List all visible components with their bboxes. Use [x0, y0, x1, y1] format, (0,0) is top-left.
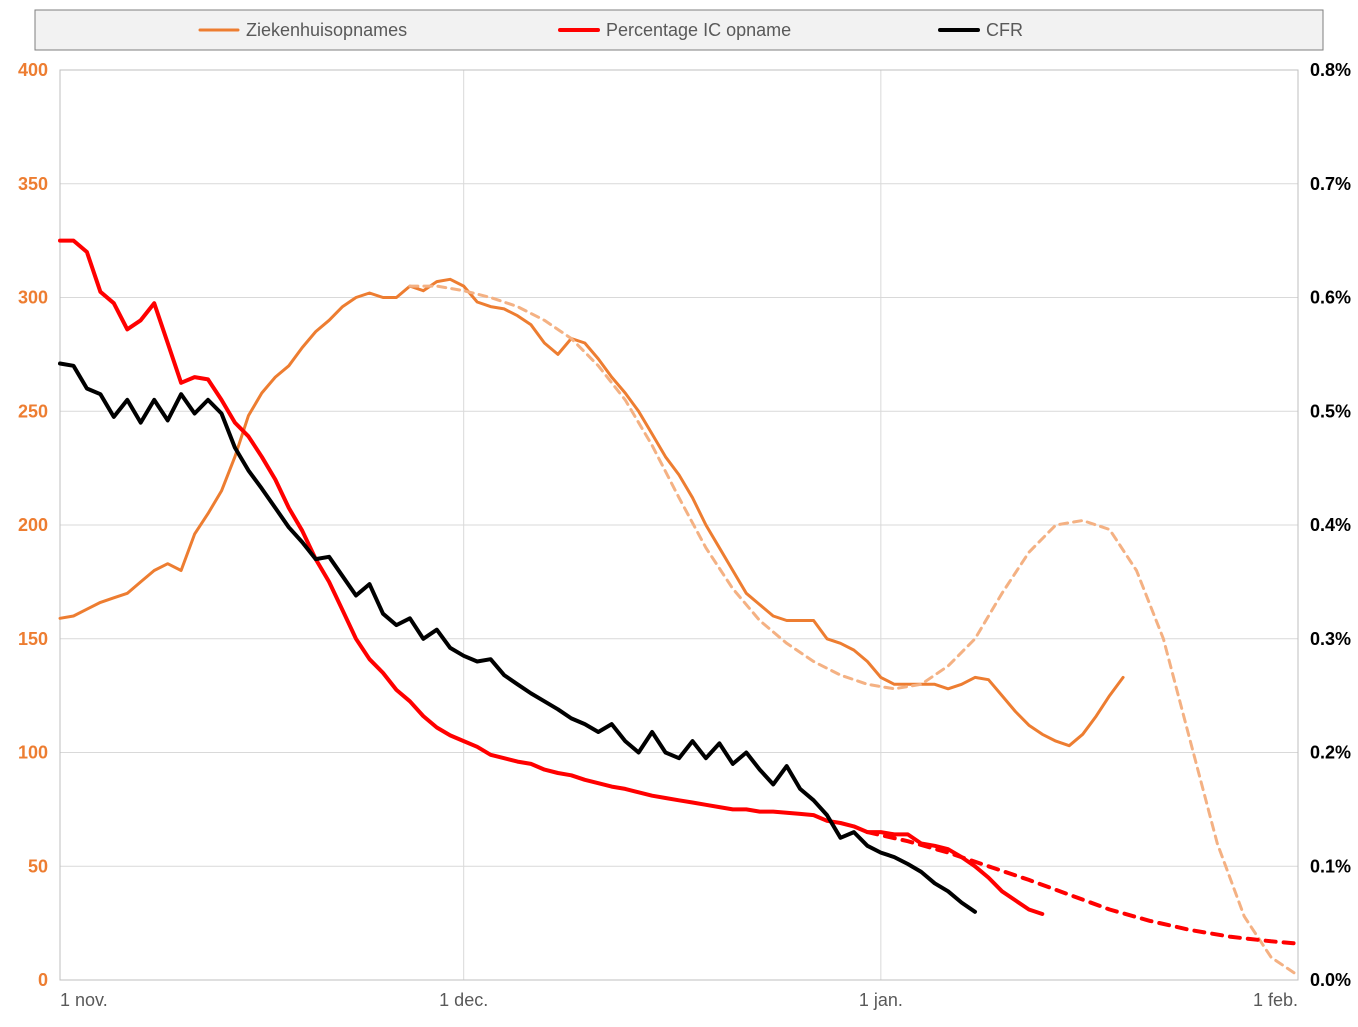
legend-label: Ziekenhuisopnames: [246, 20, 407, 40]
x-tick-label: 1 feb.: [1253, 990, 1298, 1010]
y-left-tick-label: 250: [18, 401, 48, 421]
y-right-tick-label: 0.4%: [1310, 515, 1351, 535]
y-right-tick-label: 0.7%: [1310, 174, 1351, 194]
y-right-tick-label: 0.0%: [1310, 970, 1351, 990]
y-right-tick-label: 0.1%: [1310, 856, 1351, 876]
y-left-tick-label: 350: [18, 174, 48, 194]
y-right-tick-label: 0.8%: [1310, 60, 1351, 80]
y-left-tick-label: 150: [18, 629, 48, 649]
x-tick-label: 1 dec.: [439, 990, 488, 1010]
y-right-tick-label: 0.6%: [1310, 288, 1351, 308]
y-left-tick-label: 100: [18, 743, 48, 763]
y-left-tick-label: 0: [38, 970, 48, 990]
y-right-tick-label: 0.3%: [1310, 629, 1351, 649]
y-left-tick-label: 300: [18, 288, 48, 308]
y-left-tick-label: 400: [18, 60, 48, 80]
chart-svg: Ziekenhuisopnames Percentage IC opname CFR…: [0, 0, 1358, 1027]
y-right-tick-label: 0.2%: [1310, 743, 1351, 763]
x-tick-label: 1 nov.: [60, 990, 108, 1010]
y-left-tick-label: 50: [28, 856, 48, 876]
chart-container: Ziekenhuisopnames Percentage IC opname CFR…: [0, 0, 1358, 1027]
legend-label: CFR: [986, 20, 1023, 40]
y-right-tick-label: 0.5%: [1310, 401, 1351, 421]
y-left-tick-label: 200: [18, 515, 48, 535]
x-tick-label: 1 jan.: [859, 990, 903, 1010]
legend-label: Percentage IC opname: [606, 20, 791, 40]
